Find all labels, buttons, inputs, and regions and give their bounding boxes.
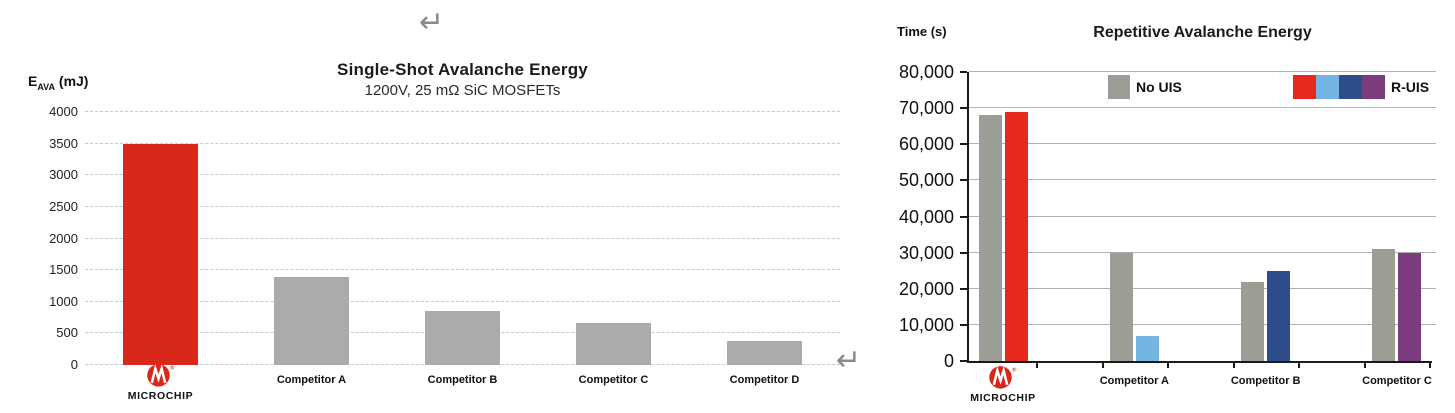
y-tick-label-10000: 10,000 (898, 314, 954, 335)
gridline-3500 (85, 142, 840, 144)
y-label-symbol: E (28, 73, 38, 89)
x-tick-mark-3 (1232, 363, 1235, 368)
bar-r-uis-competitor-a (1135, 335, 1159, 361)
y-tick-label-20000: 20,000 (898, 278, 954, 299)
single-shot-y-axis-label: EAVA (mJ) (28, 73, 88, 92)
y-label-unit: (mJ) (58, 73, 89, 89)
category-label-competitor-a: Competitor A (1099, 375, 1169, 387)
y-tick-label-0: 0 (943, 351, 954, 371)
y-label-subscript: AVA (37, 81, 56, 92)
x-tick-mark-5 (1363, 363, 1366, 368)
y-tick-label-500: 500 (56, 325, 78, 341)
microchip-wordmark: MICROCHIP (127, 390, 194, 402)
y-tick-mark-50000 (960, 179, 967, 182)
legend-swatch-r-uis-1 (1316, 75, 1339, 99)
x-tick-mark-4 (1298, 363, 1301, 368)
y-tick-label-70000: 70,000 (898, 98, 954, 119)
y-tick-label-1000: 1000 (49, 293, 78, 309)
bar-microchip (123, 143, 198, 365)
microchip-wordmark: MICROCHIP (970, 392, 1036, 404)
bar-competitor-b (425, 310, 500, 365)
gridline-50000 (969, 179, 1436, 181)
legend-label-r-uis: R-UIS (1391, 79, 1430, 95)
category-label-competitor-a: Competitor A (276, 374, 347, 386)
y-tick-mark-80000 (960, 71, 967, 73)
y-tick-label-0: 0 (70, 357, 78, 372)
bar-competitor-c (576, 323, 651, 365)
gridline-1500 (85, 269, 840, 271)
y-tick-mark-20000 (960, 287, 967, 290)
bar-competitor-d (727, 340, 802, 365)
y-tick-mark-70000 (960, 107, 967, 110)
y-tick-label-80000: 80,000 (898, 62, 954, 82)
y-tick-label-4000: 4000 (49, 104, 78, 119)
gridline-80000 (969, 71, 1436, 72)
bar-r-uis-competitor-c (1398, 252, 1422, 361)
category-label-competitor-b: Competitor B (1230, 375, 1301, 387)
registered-mark: ® (1012, 367, 1017, 374)
single-shot-subtitle: 1200V, 25 mΩ SiC MOSFETs (364, 82, 561, 99)
category-label-competitor-c: Competitor C (1362, 375, 1432, 387)
bar-r-uis-microchip (1004, 111, 1028, 361)
y-tick-label-2500: 2500 (49, 198, 78, 214)
gridline-40000 (969, 215, 1436, 217)
gridline-20000 (969, 287, 1436, 289)
y-tick-mark-30000 (960, 251, 967, 254)
legend-swatch-no-uis (1108, 75, 1130, 99)
single-shot-title: Single-Shot Avalanche Energy (337, 60, 588, 79)
gridline-1000 (85, 300, 840, 302)
y-tick-label-30000: 30,000 (898, 242, 954, 263)
bar-no-uis-competitor-b (1241, 281, 1265, 361)
gridline-30000 (969, 251, 1436, 253)
x-tick-mark-2 (1167, 363, 1170, 368)
y-tick-mark-60000 (960, 143, 967, 146)
category-label-competitor-d: Competitor D (729, 374, 800, 386)
gridline-10000 (969, 323, 1436, 325)
category-label-competitor-b: Competitor B (427, 374, 498, 386)
legend-swatch-r-uis-0 (1293, 75, 1316, 99)
bar-r-uis-competitor-b (1267, 270, 1291, 361)
bar-no-uis-microchip (978, 115, 1002, 361)
microchip-logo-icon: ® (989, 366, 1017, 389)
repetitive-title: Repetitive Avalanche Energy (1093, 24, 1312, 41)
y-tick-label-50000: 50,000 (898, 170, 954, 191)
y-tick-mark-0 (960, 360, 967, 362)
return-mark-top: ↵ (419, 5, 445, 40)
y-tick-label-40000: 40,000 (898, 206, 954, 227)
y-tick-mark-40000 (960, 215, 967, 218)
y-tick-label-3000: 3000 (49, 167, 78, 183)
bar-no-uis-competitor-c (1372, 249, 1396, 361)
y-tick-label-60000: 60,000 (898, 134, 954, 155)
bar-competitor-a (274, 277, 349, 365)
gridline-60000 (969, 143, 1436, 145)
legend-swatch-r-uis-2 (1339, 75, 1362, 99)
gridline-2500 (85, 205, 840, 207)
gridline-4000 (85, 111, 840, 112)
microchip-logo-icon: ® (146, 364, 175, 387)
gridline-70000 (969, 107, 1436, 109)
x-axis-line (967, 361, 1432, 363)
category-label-competitor-c: Competitor C (578, 374, 649, 386)
return-mark-middle-right: ↵ (836, 343, 862, 378)
legend-swatch-r-uis-3 (1362, 75, 1385, 99)
gridline-2000 (85, 237, 840, 239)
gridline-3000 (85, 174, 840, 176)
microchip-logo: ® MICROCHIP (116, 362, 206, 402)
repetitive-y-axis-label: Time (s) (897, 24, 947, 39)
y-tick-label-3500: 3500 (49, 135, 78, 151)
y-tick-label-2000: 2000 (49, 230, 78, 246)
bar-no-uis-competitor-a (1109, 252, 1133, 361)
x-tick-mark-6 (1429, 363, 1432, 368)
x-tick-mark-0 (1036, 363, 1038, 368)
y-tick-label-1500: 1500 (49, 262, 78, 278)
legend-label-no-uis: No UIS (1136, 79, 1182, 95)
registered-mark: ® (170, 365, 175, 372)
microchip-logo: ® MICROCHIP (958, 364, 1048, 404)
y-axis-line (967, 72, 969, 363)
y-tick-mark-10000 (960, 323, 967, 326)
x-tick-mark-1 (1101, 363, 1104, 368)
